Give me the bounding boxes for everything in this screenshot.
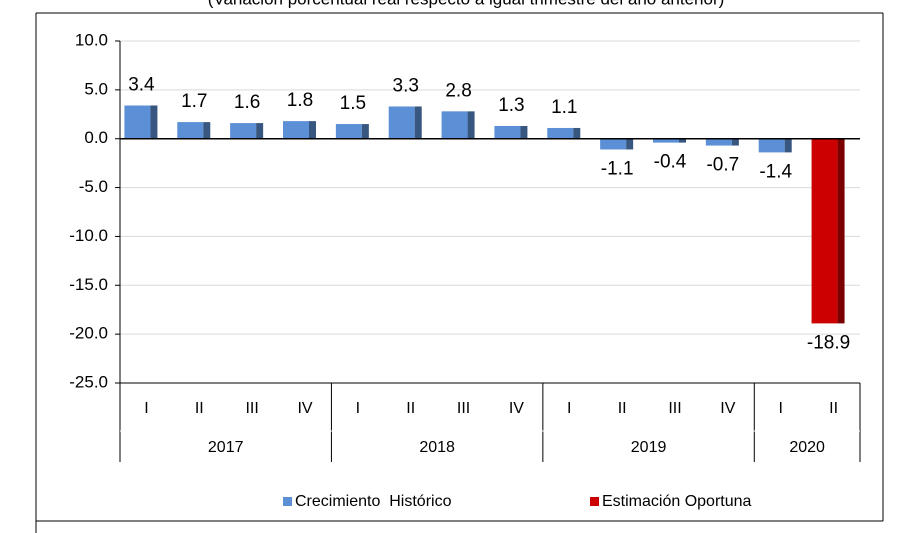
data-label: 1.7 [181,91,207,112]
data-label: 1.3 [498,95,524,116]
bar-side [626,138,634,150]
data-label: -0.7 [706,155,739,176]
bar-side [150,105,158,139]
x-tick-label: III [245,400,258,417]
chart-subtitle: (Variación porcentual real respecto a ig… [208,0,725,8]
bar-side [414,106,422,139]
bar-side [679,138,686,143]
bar-side [256,123,264,139]
x-tick-label: I [144,400,148,417]
bar [653,138,679,143]
legend-swatch [590,497,599,506]
bar [547,127,574,139]
y-tick-label: -10.0 [69,226,108,245]
group-label: 2017 [208,439,244,456]
bar [283,121,309,139]
legend-label: Estimación Oportuna [602,493,752,510]
data-label: -1.4 [759,161,792,182]
bar [335,124,362,139]
bar-side [467,111,475,139]
x-tick-label: II [406,400,415,417]
y-tick-label: 5.0 [84,79,108,98]
x-tick-label: IV [297,400,312,417]
data-label: 2.8 [445,80,471,101]
x-tick-label: II [618,400,627,417]
bar-side [784,138,792,153]
bar [230,123,257,139]
data-label: 3.3 [393,75,419,96]
bar-side [203,122,211,139]
data-label: -1.1 [601,158,634,179]
bar [758,138,785,153]
legend-label: Crecimiento Histórico [295,493,452,510]
data-label: -0.4 [654,152,687,173]
y-tick-label: 10.0 [75,30,108,49]
x-tick-label: II [829,400,838,417]
y-tick-label: -5.0 [79,177,108,196]
data-label: 3.4 [128,75,155,96]
group-label: 2020 [789,439,825,456]
bar-side [573,127,581,139]
data-label: 1.5 [340,93,366,114]
y-tick-label: -25.0 [69,372,108,391]
data-label: 1.1 [551,97,577,118]
x-tick-label: I [567,400,571,417]
bar [811,138,838,324]
bar-side [837,138,845,324]
x-tick-label: III [668,400,681,417]
bar [177,122,204,139]
y-tick-label: -20.0 [69,324,108,343]
bar [124,105,151,139]
bar-side [361,124,369,139]
x-tick-label: I [356,400,360,417]
x-tick-label: I [778,400,782,417]
x-tick-label: IV [720,400,735,417]
bar-side [731,138,739,146]
x-tick-label: II [195,400,204,417]
x-tick-label: III [457,400,470,417]
y-tick-label: -15.0 [69,275,108,294]
bar [441,111,468,139]
y-tick-label: 0.0 [84,128,108,147]
x-tick-label: IV [509,400,524,417]
bar [705,138,732,146]
bar [494,126,521,139]
bar [388,106,415,139]
data-label: 1.6 [234,92,260,113]
bar [600,138,627,150]
data-label: 1.8 [287,90,313,111]
data-label: -18.9 [807,332,850,353]
bar-side [520,126,528,139]
group-label: 2018 [419,439,455,456]
bar-side [309,121,316,139]
legend-swatch [283,497,292,506]
group-label: 2019 [631,439,667,456]
